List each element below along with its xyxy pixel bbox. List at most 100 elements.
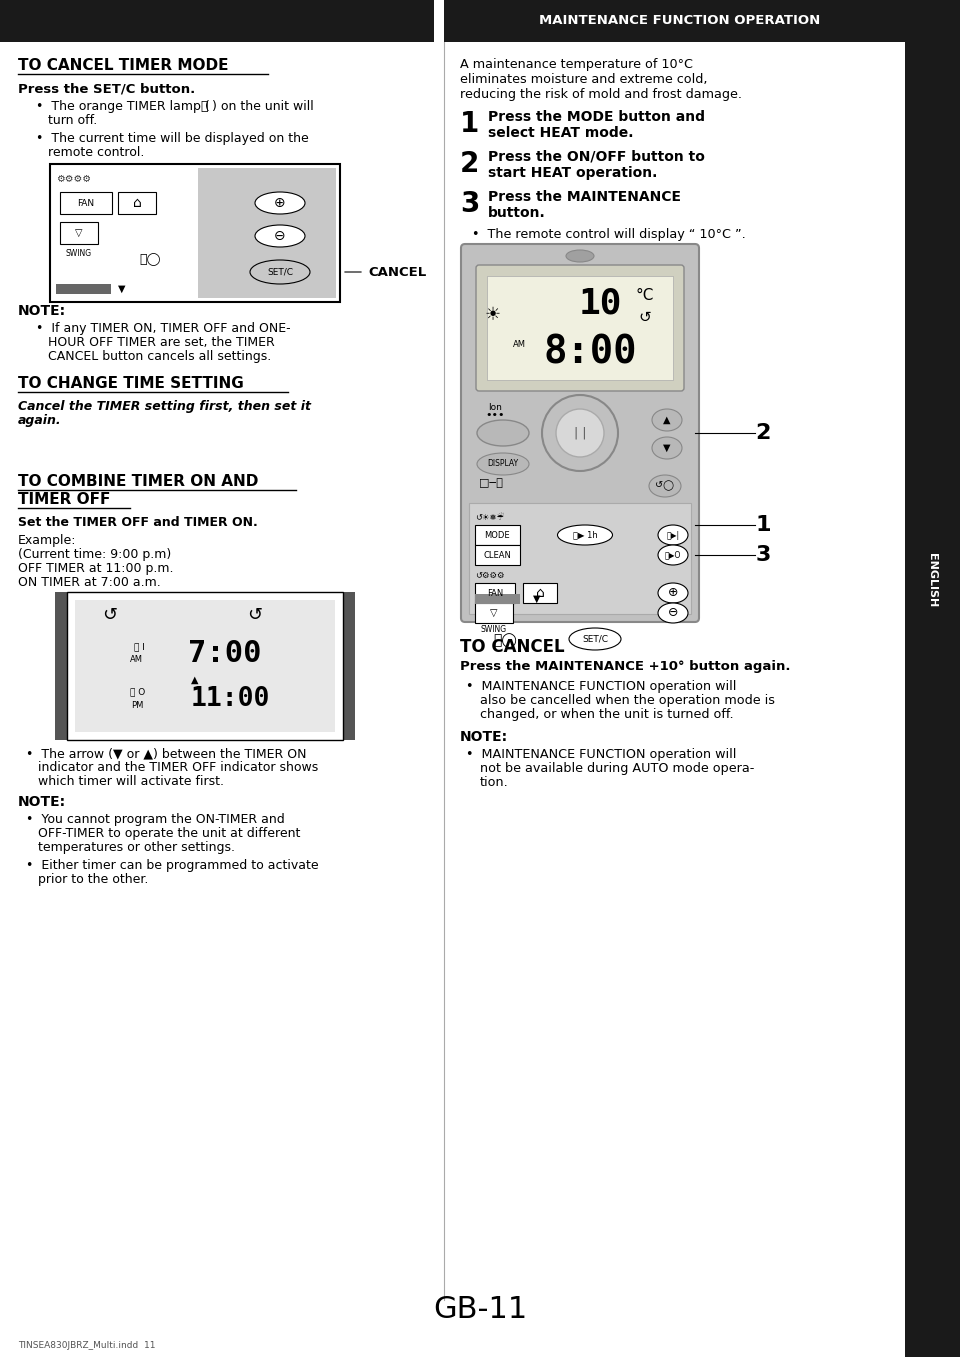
- Text: •  The remote control will display “ 10°C ”.: • The remote control will display “ 10°C…: [472, 228, 746, 242]
- Bar: [0, 0, 434, 42]
- Text: AM: AM: [130, 655, 143, 665]
- Text: °C: °C: [636, 288, 654, 303]
- Bar: [55, 592, 67, 740]
- Text: ⊕: ⊕: [275, 195, 286, 210]
- Text: eliminates moisture and extreme cold,: eliminates moisture and extreme cold,: [460, 73, 708, 85]
- Text: changed, or when the unit is turned off.: changed, or when the unit is turned off.: [480, 708, 733, 721]
- Text: FAN: FAN: [487, 589, 503, 597]
- Text: •  The current time will be displayed on the: • The current time will be displayed on …: [36, 132, 309, 145]
- Text: (Current time: 9:00 p.m): (Current time: 9:00 p.m): [18, 548, 171, 560]
- Text: indicator and the TIMER OFF indicator shows: indicator and the TIMER OFF indicator sh…: [38, 761, 319, 773]
- Bar: [487, 275, 673, 380]
- Text: ▼: ▼: [533, 594, 540, 604]
- Text: ↺☀❅☔: ↺☀❅☔: [475, 513, 504, 522]
- Text: Example:: Example:: [18, 535, 77, 547]
- Text: GB-11: GB-11: [433, 1296, 527, 1324]
- Bar: [469, 503, 691, 613]
- Text: ☀: ☀: [485, 305, 501, 324]
- Text: ▼: ▼: [663, 442, 671, 453]
- Text: ⏰◯: ⏰◯: [493, 632, 516, 647]
- Text: 10: 10: [579, 286, 622, 320]
- Text: •  Either timer can be programmed to activate: • Either timer can be programmed to acti…: [26, 859, 319, 873]
- Text: ⏰▶|: ⏰▶|: [666, 531, 680, 540]
- Text: 1: 1: [756, 516, 771, 535]
- Text: remote control.: remote control.: [48, 147, 144, 159]
- Text: Press the SET/C button.: Press the SET/C button.: [18, 81, 195, 95]
- Text: ⌂: ⌂: [536, 586, 544, 600]
- Text: prior to the other.: prior to the other.: [38, 873, 149, 886]
- Bar: [475, 594, 520, 604]
- Text: CLEAN: CLEAN: [483, 551, 511, 559]
- Text: TO COMBINE TIMER ON AND: TO COMBINE TIMER ON AND: [18, 474, 258, 489]
- Text: | |: | |: [574, 426, 587, 440]
- Ellipse shape: [255, 225, 305, 247]
- Text: •  If any TIMER ON, TIMER OFF and ONE-: • If any TIMER ON, TIMER OFF and ONE-: [36, 322, 291, 335]
- Text: CANCEL: CANCEL: [368, 266, 426, 278]
- Text: ON TIMER at 7:00 a.m.: ON TIMER at 7:00 a.m.: [18, 575, 160, 589]
- Text: MODE: MODE: [484, 531, 510, 540]
- FancyBboxPatch shape: [476, 265, 684, 391]
- Text: ⊕: ⊕: [668, 586, 679, 600]
- Text: temperatures or other settings.: temperatures or other settings.: [38, 841, 235, 854]
- Text: •  You cannot program the ON-TIMER and: • You cannot program the ON-TIMER and: [26, 813, 285, 826]
- Text: 3: 3: [756, 546, 771, 565]
- Ellipse shape: [658, 546, 688, 565]
- Text: Press the MAINTENANCE: Press the MAINTENANCE: [488, 190, 681, 204]
- Text: ▲: ▲: [191, 674, 199, 685]
- Text: ↺◯: ↺◯: [656, 480, 675, 491]
- Ellipse shape: [652, 408, 682, 432]
- Bar: [475, 584, 515, 603]
- Ellipse shape: [658, 603, 688, 623]
- Text: CANCEL button cancels all settings.: CANCEL button cancels all settings.: [48, 350, 272, 364]
- Text: TINSEA830JBRZ_Multi.indd  11: TINSEA830JBRZ_Multi.indd 11: [18, 1341, 156, 1349]
- Text: Press the ON/OFF button to: Press the ON/OFF button to: [488, 151, 705, 164]
- Text: 3: 3: [460, 190, 479, 218]
- Text: •  The orange TIMER lamp (: • The orange TIMER lamp (: [36, 100, 209, 113]
- Text: Cancel the TIMER setting first, then set it: Cancel the TIMER setting first, then set…: [18, 400, 311, 413]
- Text: •••: •••: [485, 410, 505, 421]
- Ellipse shape: [658, 584, 688, 603]
- Text: ▽: ▽: [75, 228, 83, 237]
- Bar: [67, 592, 343, 740]
- Text: Press the MAINTENANCE +10° button again.: Press the MAINTENANCE +10° button again.: [460, 660, 790, 673]
- Text: ▼: ▼: [118, 284, 126, 294]
- Text: not be available during AUTO mode opera-: not be available during AUTO mode opera-: [480, 763, 755, 775]
- Text: AM: AM: [513, 341, 525, 349]
- Text: ↺: ↺: [248, 607, 263, 624]
- Text: ⊖: ⊖: [275, 229, 286, 243]
- Text: ⏰▶O: ⏰▶O: [665, 551, 682, 559]
- Text: TO CANCEL TIMER MODE: TO CANCEL TIMER MODE: [18, 58, 228, 73]
- Circle shape: [556, 408, 604, 457]
- Text: •  MAINTENANCE FUNCTION operation will: • MAINTENANCE FUNCTION operation will: [466, 748, 736, 761]
- Text: SET/C: SET/C: [267, 267, 293, 277]
- Text: •  The arrow (▼ or ▲) between the TIMER ON: • The arrow (▼ or ▲) between the TIMER O…: [26, 746, 306, 760]
- Text: FAN: FAN: [78, 198, 95, 208]
- Bar: [475, 525, 520, 546]
- Text: ▽: ▽: [491, 608, 497, 617]
- Text: ⏰ O: ⏰ O: [130, 688, 145, 696]
- Text: •  MAINTENANCE FUNCTION operation will: • MAINTENANCE FUNCTION operation will: [466, 680, 736, 693]
- Ellipse shape: [477, 421, 529, 446]
- Bar: [75, 600, 335, 731]
- Bar: [475, 546, 520, 565]
- Text: OFF-TIMER to operate the unit at different: OFF-TIMER to operate the unit at differe…: [38, 826, 300, 840]
- Text: ⌚: ⌚: [200, 100, 207, 113]
- Ellipse shape: [649, 475, 681, 497]
- Text: ) on the unit will: ) on the unit will: [212, 100, 314, 113]
- Ellipse shape: [566, 250, 594, 262]
- Text: ⚙⚙⚙⚙: ⚙⚙⚙⚙: [56, 174, 91, 185]
- Bar: [60, 223, 98, 244]
- Text: ⏰▶ 1h: ⏰▶ 1h: [572, 531, 597, 540]
- Text: again.: again.: [18, 414, 61, 427]
- Text: tion.: tion.: [480, 776, 509, 788]
- Text: ↺: ↺: [103, 607, 117, 624]
- Text: A maintenance temperature of 10°C: A maintenance temperature of 10°C: [460, 58, 693, 71]
- Text: turn off.: turn off.: [48, 114, 97, 128]
- Text: DISPLAY: DISPLAY: [488, 460, 518, 468]
- Text: SET/C: SET/C: [582, 635, 608, 643]
- Text: button.: button.: [488, 206, 545, 220]
- Text: ⊖: ⊖: [668, 607, 679, 620]
- Bar: [905, 0, 960, 1357]
- Bar: [60, 191, 112, 214]
- Circle shape: [542, 395, 618, 471]
